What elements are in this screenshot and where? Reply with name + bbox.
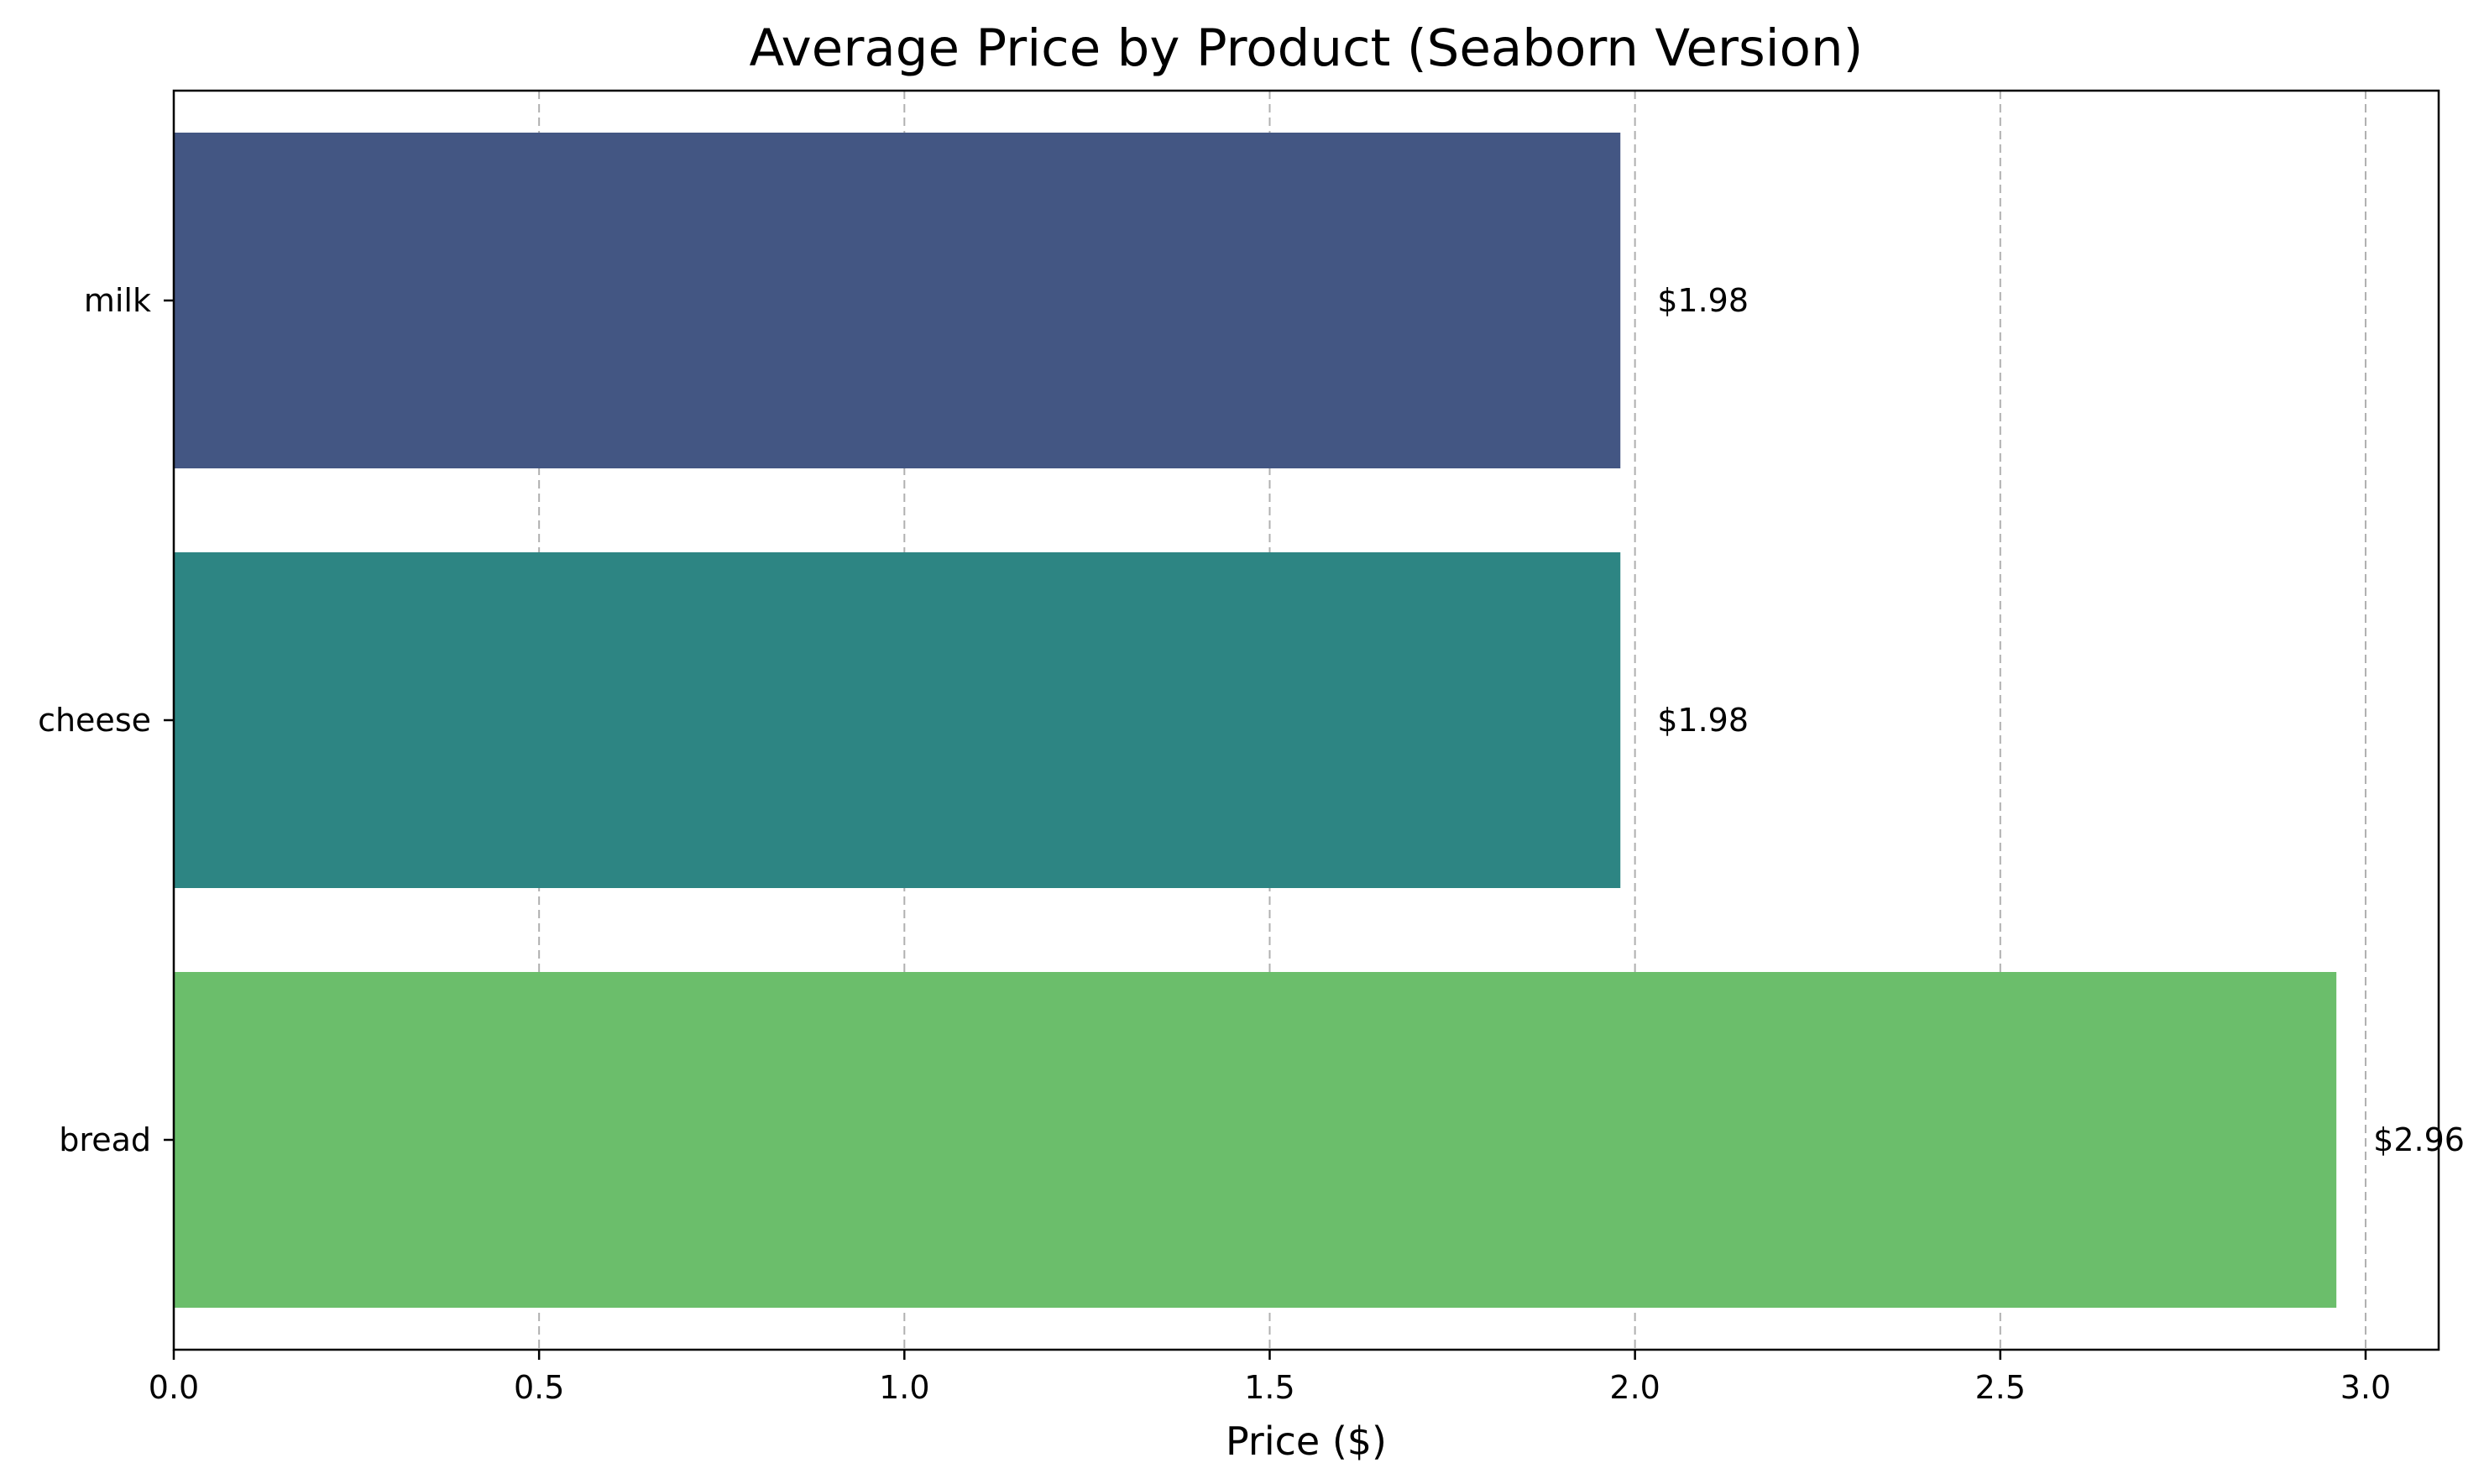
value-label-milk: $1.98 — [1657, 282, 1749, 319]
y-tick-label-bread: bread — [59, 1121, 151, 1158]
x-tick-label: 2.5 — [1975, 1369, 2026, 1406]
chart-title: Average Price by Product (Seaborn Versio… — [750, 18, 1864, 78]
value-label-bread: $2.96 — [2373, 1121, 2465, 1158]
x-axis-label: Price ($) — [1226, 1419, 1387, 1464]
x-tick-label: 1.0 — [879, 1369, 929, 1406]
y-axis-ticks: milk cheese bread — [38, 282, 174, 1158]
x-tick-label: 2.0 — [1609, 1369, 1660, 1406]
y-tick-label-cheese: cheese — [38, 702, 151, 739]
x-tick-label: 3.0 — [2340, 1369, 2391, 1406]
value-label-cheese: $1.98 — [1657, 702, 1749, 739]
x-tick-label: 0.5 — [514, 1369, 564, 1406]
x-tick-label: 0.0 — [149, 1369, 199, 1406]
bars — [174, 133, 2337, 1308]
bar-bread — [174, 972, 2337, 1308]
x-tick-label: 1.5 — [1244, 1369, 1294, 1406]
y-tick-label-milk: milk — [84, 282, 151, 319]
bar-milk — [174, 133, 1621, 468]
x-axis-ticks: 0.0 0.5 1.0 1.5 2.0 2.5 3.0 — [149, 1350, 2391, 1406]
bar-cheese — [174, 552, 1621, 888]
value-labels: $1.98 $1.98 $2.96 — [1657, 282, 2465, 1158]
